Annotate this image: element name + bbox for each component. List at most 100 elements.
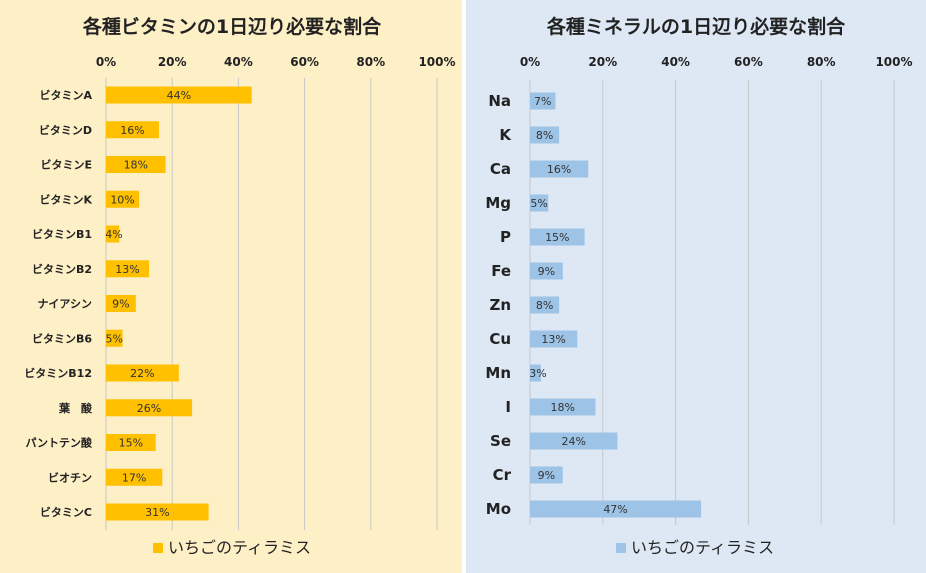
legend-swatch [153, 543, 163, 553]
category-label: K [499, 126, 512, 144]
panel-divider [462, 0, 466, 573]
bar [530, 330, 578, 348]
bar [106, 225, 120, 243]
data-label: 18% [124, 159, 148, 172]
category-label: Cu [489, 330, 511, 348]
data-label: 4% [105, 228, 122, 241]
category-label: ビタミンB12 [24, 366, 92, 380]
bar [530, 364, 541, 382]
x-tick-label: 60% [734, 55, 763, 69]
bar [530, 398, 596, 416]
x-tick-label: 80% [356, 55, 385, 69]
mineral-chart-panel: 各種ミネラルの1日辺り必要な割合 0% 20% 40% 60% 80% 100% Na 7% K 8… [466, 0, 926, 573]
category-label: ビタミンB6 [32, 331, 92, 345]
data-label: 13% [541, 333, 565, 346]
category-label: Na [488, 92, 511, 110]
category-label: Cr [493, 466, 512, 484]
category-label: Mn [485, 364, 511, 382]
category-label: ビタミンE [40, 158, 92, 172]
bar [530, 262, 563, 280]
category-label: I [505, 398, 511, 416]
category-label: ビタミンB2 [32, 262, 92, 276]
legend-label: いちごのティラミス [168, 538, 311, 557]
data-label: 13% [115, 263, 139, 276]
vitamin-chart-panel: 各種ビタミンの1日辺り必要な割合 0% 20% 40% 60% 80% 100% ビタミンA 4… [0, 0, 462, 573]
data-label: 47% [603, 503, 627, 516]
bar [106, 156, 166, 173]
category-label: ナイアシン [37, 298, 92, 311]
legend-label: いちごのティラミス [631, 538, 774, 557]
vitamin-chart: 各種ビタミンの1日辺り必要な割合 0% 20% 40% 60% 80% 100% ビタミンA 4… [24, 15, 455, 557]
category-label: ビオチン [48, 470, 92, 484]
x-tick-label: 40% [661, 55, 690, 69]
data-label: 15% [119, 437, 143, 450]
bar [530, 296, 560, 314]
x-tick-label: 0% [520, 55, 540, 69]
bar [106, 121, 159, 139]
data-label: 24% [561, 435, 585, 448]
category-label: 葉 酸 [58, 401, 93, 415]
bar [106, 434, 156, 451]
category-label: ビタミンA [39, 88, 92, 102]
category-label: ビタミンB1 [32, 227, 92, 241]
data-label: 16% [120, 124, 144, 137]
bar [106, 468, 163, 486]
data-label: 3% [529, 367, 546, 380]
category-label: ビタミンD [39, 123, 92, 137]
data-label: 9% [538, 265, 555, 278]
data-label: 5% [530, 197, 547, 210]
category-label: パントテン酸 [25, 436, 93, 450]
bar [530, 466, 563, 484]
data-label: 10% [110, 193, 134, 206]
bar [106, 503, 209, 521]
data-label: 22% [130, 367, 154, 380]
data-label: 8% [536, 129, 553, 142]
data-label: 7% [534, 95, 551, 108]
data-label: 31% [145, 506, 169, 519]
mineral-chart: 各種ミネラルの1日辺り必要な割合 0% 20% 40% 60% 80% 100% Na 7% K 8… [485, 15, 912, 557]
data-label: 18% [551, 401, 575, 414]
bar [530, 500, 702, 518]
x-tick-label: 100% [418, 55, 455, 69]
bar [530, 228, 585, 246]
x-tick-label: 20% [158, 55, 187, 69]
bar [106, 295, 136, 312]
category-label: Mo [486, 500, 511, 518]
x-tick-label: 0% [96, 55, 116, 69]
category-label: Mg [485, 194, 511, 212]
category-label: ビタミンC [40, 505, 92, 519]
data-label: 5% [106, 332, 123, 345]
category-label: ビタミンK [39, 192, 92, 206]
category-label: Zn [489, 296, 511, 314]
bar [530, 432, 618, 450]
category-label: Ca [490, 160, 511, 178]
bar [106, 190, 140, 208]
data-label: 44% [167, 89, 191, 102]
category-label: P [500, 228, 511, 246]
x-tick-label: 20% [588, 55, 617, 69]
category-label: Fe [491, 262, 511, 280]
data-label: 9% [538, 469, 555, 482]
data-label: 8% [536, 299, 553, 312]
legend-swatch [616, 543, 626, 553]
bar [530, 126, 560, 144]
bar [106, 329, 123, 347]
bar [530, 194, 549, 212]
x-tick-label: 60% [290, 55, 319, 69]
bar [106, 364, 179, 382]
bar [106, 86, 252, 104]
data-label: 9% [112, 298, 129, 311]
data-label: 15% [545, 231, 569, 244]
bar [530, 92, 556, 110]
data-label: 16% [547, 163, 571, 176]
chart-title: 各種ビタミンの1日辺り必要な割合 [82, 15, 382, 38]
x-tick-label: 40% [224, 55, 253, 69]
chart-title: 各種ミネラルの1日辺り必要な割合 [546, 15, 846, 38]
bar [106, 260, 150, 278]
bar [106, 399, 193, 417]
bar [530, 160, 589, 178]
x-tick-label: 80% [807, 55, 836, 69]
x-tick-label: 100% [875, 55, 912, 69]
data-label: 17% [122, 471, 146, 484]
